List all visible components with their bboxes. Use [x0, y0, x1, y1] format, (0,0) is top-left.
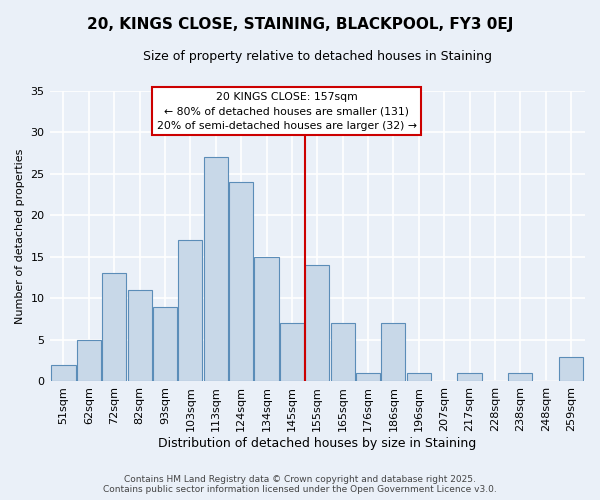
Bar [407, 373, 431, 382]
Bar [331, 324, 355, 382]
Bar [102, 274, 127, 382]
Y-axis label: Number of detached properties: Number of detached properties [15, 148, 25, 324]
Bar [356, 373, 380, 382]
Bar [559, 356, 583, 382]
Text: Contains HM Land Registry data © Crown copyright and database right 2025.: Contains HM Land Registry data © Crown c… [124, 475, 476, 484]
Text: Contains public sector information licensed under the Open Government Licence v3: Contains public sector information licen… [103, 485, 497, 494]
Bar [128, 290, 152, 382]
Bar [178, 240, 202, 382]
Bar [77, 340, 101, 382]
Bar [52, 365, 76, 382]
Bar [153, 306, 177, 382]
Bar [280, 324, 304, 382]
Text: 20, KINGS CLOSE, STAINING, BLACKPOOL, FY3 0EJ: 20, KINGS CLOSE, STAINING, BLACKPOOL, FY… [87, 18, 513, 32]
Bar [305, 265, 329, 382]
Bar [229, 182, 253, 382]
X-axis label: Distribution of detached houses by size in Staining: Distribution of detached houses by size … [158, 437, 476, 450]
Bar [457, 373, 482, 382]
Bar [254, 257, 278, 382]
Title: Size of property relative to detached houses in Staining: Size of property relative to detached ho… [143, 50, 492, 63]
Bar [204, 157, 228, 382]
Text: 20 KINGS CLOSE: 157sqm
← 80% of detached houses are smaller (131)
20% of semi-de: 20 KINGS CLOSE: 157sqm ← 80% of detached… [157, 92, 417, 131]
Bar [382, 324, 406, 382]
Bar [508, 373, 532, 382]
